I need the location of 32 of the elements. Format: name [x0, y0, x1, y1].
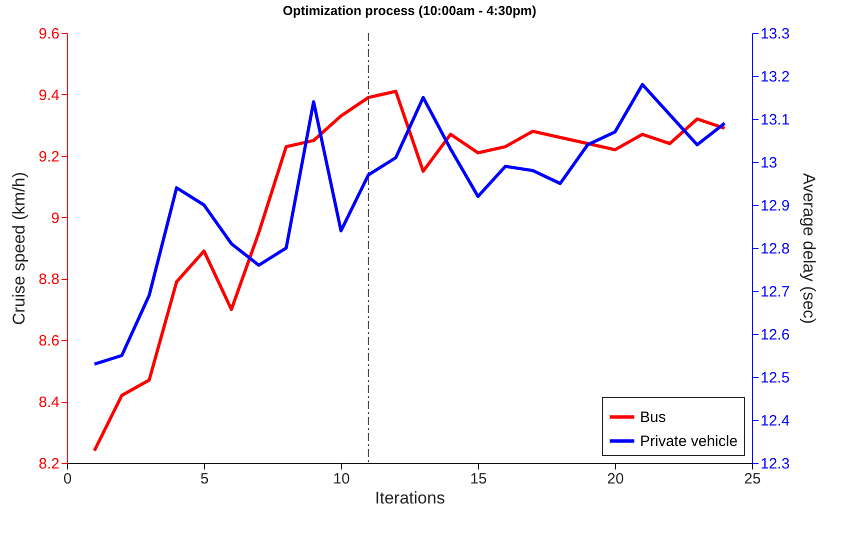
y2-tick-label: 13.3: [760, 26, 790, 42]
y-tick-label: 8.8: [38, 271, 60, 288]
x-tick-label: 20: [607, 470, 624, 488]
x-tick-label: 5: [200, 470, 209, 488]
y-tick-label: 9.6: [38, 26, 60, 42]
y2-tick-label: 12.9: [760, 198, 790, 214]
y2-tick-label: 13.1: [760, 112, 790, 128]
legend-label: Bus: [640, 409, 666, 426]
y-tick-label: 8.2: [38, 456, 60, 472]
x-tick-label: 15: [470, 470, 487, 488]
y-tick-label: 9.4: [38, 86, 60, 104]
y2-tick-label: 12.8: [760, 240, 790, 258]
y2-tick-label: 12.3: [760, 456, 790, 472]
x-tick-label: 10: [333, 470, 350, 488]
y-tick-label: 9.2: [38, 148, 60, 166]
y2-tick-label: 12.6: [760, 326, 790, 344]
line-series: [92, 83, 726, 366]
chart-title: Optimization process (10:00am - 4:30pm): [282, 3, 536, 18]
x-axis-title: Iterations: [375, 488, 445, 508]
y2-axis-title: Average delay (sec): [800, 173, 819, 324]
legend-label: Private vehicle: [640, 433, 738, 450]
y-axis-title: Cruise speed (km/h): [10, 172, 29, 326]
y2-tick-label: 12.5: [760, 370, 790, 386]
y2-tick-label: 13: [760, 154, 778, 172]
y2-tick-label: 12.4: [760, 412, 790, 430]
y2-tick-label: 12.7: [760, 284, 790, 300]
y-tick-label: 9: [51, 210, 60, 227]
x-tick-label: 0: [63, 470, 72, 488]
y-tick-label: 8.4: [38, 394, 60, 412]
x-tick-label: 25: [744, 470, 761, 488]
y2-tick-label: 13.2: [760, 68, 790, 86]
y-tick-label: 8.6: [38, 332, 60, 350]
